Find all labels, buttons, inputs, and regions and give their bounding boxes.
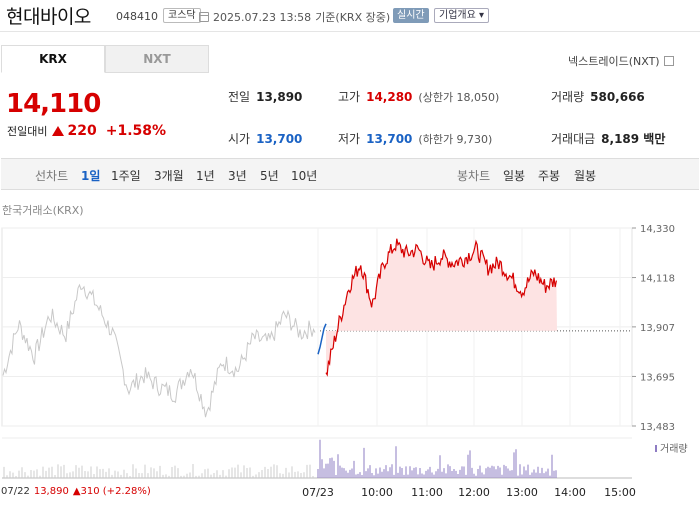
- candle-daily[interactable]: 일봉: [503, 169, 526, 183]
- datetime-info: 2025.07.23 13:58 기준(KRX 장중): [199, 9, 390, 25]
- stat-label: 전일: [228, 90, 251, 104]
- exchange-label: 한국거래소(KRX): [2, 204, 84, 217]
- stat-low: 저가 13,700 (하한가 9,730): [338, 130, 492, 147]
- x-tick-label: 15:00: [604, 486, 636, 499]
- stat-label: 고가: [338, 90, 361, 104]
- footer-date: 07/22: [1, 486, 30, 497]
- today-line: [325, 238, 557, 377]
- footer-change: ▲310 (+2.28%): [72, 486, 151, 497]
- stat-label: 시가: [228, 132, 251, 146]
- period-5y[interactable]: 5년: [260, 169, 279, 183]
- x-tick-label: 12:00: [458, 486, 490, 499]
- change-percent: +1.58%: [105, 123, 167, 139]
- period-3m[interactable]: 3개월: [154, 169, 184, 183]
- tab-nxt[interactable]: NXT: [105, 45, 209, 73]
- stat-value: 14,280: [366, 90, 413, 104]
- footer-price: 13,890: [33, 486, 69, 497]
- stat-value: 13,700: [256, 132, 303, 146]
- stock-code: 048410: [116, 10, 158, 23]
- volume-legend-swatch: [655, 445, 657, 452]
- tab-krx[interactable]: KRX: [1, 45, 105, 73]
- today-area: [326, 238, 557, 375]
- period-10y[interactable]: 10년: [291, 169, 318, 183]
- realtime-button[interactable]: 실시간: [393, 8, 429, 23]
- stat-label: 거래량: [551, 90, 585, 104]
- stat-label: 저가: [338, 132, 361, 146]
- open-dip-line: [317, 323, 327, 355]
- stock-name: 현대바이오: [6, 6, 91, 28]
- candle-weekly[interactable]: 주봉: [538, 169, 561, 183]
- period-bar: 선차트 1일 1주일 3개월 1년 3년 5년 10년 봉차트 일봉 주봉 월봉: [1, 158, 699, 190]
- footer-prev-day: 07/22 13,890 ▲310 (+2.28%): [1, 486, 151, 497]
- company-info-button[interactable]: 기업개요 ▾: [434, 8, 489, 23]
- stat-prev-close: 전일 13,890: [228, 88, 302, 105]
- current-price: 14,110: [6, 89, 101, 119]
- period-1w[interactable]: 1주일: [111, 169, 141, 183]
- y-tick-label: 13,695: [640, 372, 675, 383]
- stat-value: 8,189 백만: [601, 132, 666, 146]
- stat-amount: 거래대금 8,189 백만: [551, 130, 665, 147]
- stock-header: 현대바이오 048410 코스닥 2025.07.23 13:58 기준(KRX…: [0, 0, 700, 32]
- stat-open: 시가 13,700: [228, 130, 302, 147]
- stat-volume: 거래량 580,666: [551, 88, 645, 105]
- basis-text: 기준(KRX 장중): [315, 11, 391, 24]
- stat-value: 13,700: [366, 132, 413, 146]
- x-tick-label: 07/23: [302, 486, 334, 499]
- nxt-toggle[interactable]: 넥스트레이드(NXT): [568, 53, 674, 69]
- stat-value: 13,890: [256, 90, 303, 104]
- y-tick-label: 13,907: [640, 323, 675, 334]
- x-tick-label: 13:00: [506, 486, 538, 499]
- datetime: 2025.07.23 13:58: [213, 10, 312, 24]
- y-tick-label: 13,483: [640, 422, 675, 433]
- candle-chart-label: 봉차트: [457, 169, 491, 183]
- lower-limit: (하한가 9,730): [418, 133, 493, 146]
- calendar-icon: [199, 12, 209, 22]
- line-chart-label: 선차트: [35, 169, 69, 183]
- upper-limit: (상한가 18,050): [418, 91, 500, 104]
- price-change: 전일대비 220 +1.58%: [7, 123, 166, 139]
- period-1d[interactable]: 1일: [81, 169, 101, 183]
- checkbox-icon[interactable]: [663, 56, 674, 66]
- market-tabs: KRX NXT: [1, 45, 210, 73]
- x-tick-label: 10:00: [361, 486, 393, 499]
- x-tick-label: 11:00: [411, 486, 443, 499]
- prev-day-line: [2, 283, 316, 418]
- y-tick-label: 14,330: [640, 224, 675, 235]
- stat-value: 580,666: [590, 90, 645, 104]
- nxt-toggle-label: 넥스트레이드(NXT): [568, 55, 660, 68]
- stat-label: 거래대금: [551, 132, 596, 146]
- change-value: 220: [67, 123, 97, 139]
- change-label: 전일대비: [7, 125, 48, 138]
- y-tick-label: 14,118: [640, 274, 675, 285]
- up-triangle-icon: [52, 126, 65, 136]
- period-1y[interactable]: 1년: [196, 169, 215, 183]
- x-tick-label: 14:00: [554, 486, 586, 499]
- volume-legend-label: 거래량: [660, 443, 688, 455]
- stat-high: 고가 14,280 (상한가 18,050): [338, 88, 499, 105]
- period-3y[interactable]: 3년: [228, 169, 247, 183]
- candle-monthly[interactable]: 월봉: [574, 169, 597, 183]
